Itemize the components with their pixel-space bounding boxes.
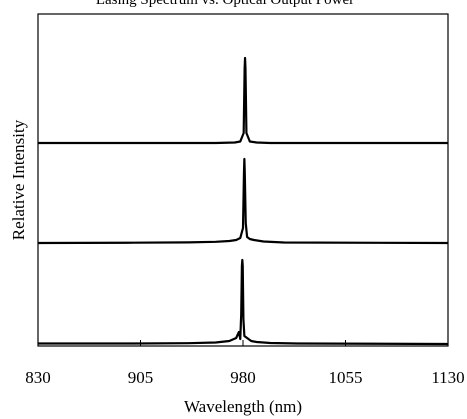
y-axis-label: Relative Intensity (9, 119, 28, 240)
x-tick-label: 1055 (329, 368, 363, 387)
x-tick-group: 830 905 980 1055 1130 (25, 340, 465, 387)
series-group (37, 56, 449, 346)
x-tick-label: 980 (230, 368, 256, 387)
x-tick-label: 1130 (431, 368, 464, 387)
spectrum-trace-3 (38, 258, 449, 346)
x-tick-label: 830 (25, 368, 51, 387)
chart-title: Lasing Spectrum vs. Optical Output Power (96, 0, 354, 8)
spectrum-trace-2 (37, 157, 449, 245)
x-axis-label: Wavelength (nm) (184, 397, 302, 416)
x-tick-label: 905 (128, 368, 154, 387)
spectrum-trace-1 (38, 56, 448, 145)
